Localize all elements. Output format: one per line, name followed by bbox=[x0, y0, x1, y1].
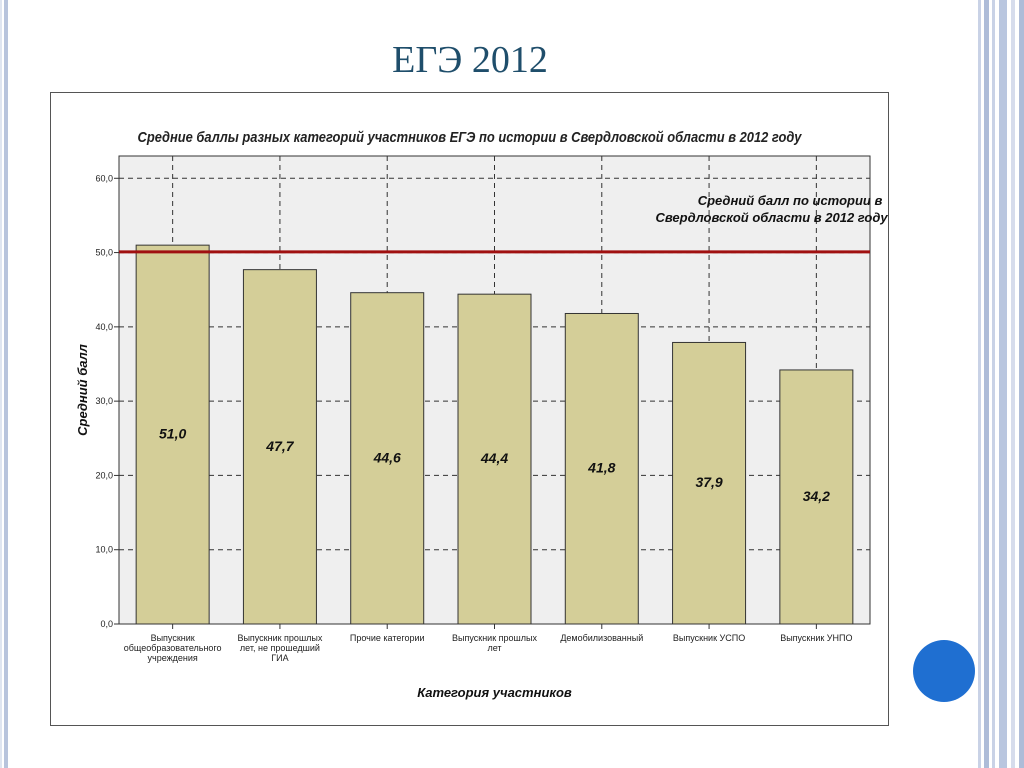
reference-line-label: Средний балл по истории в bbox=[698, 193, 883, 208]
bar bbox=[242, 269, 317, 625]
bar bbox=[457, 293, 532, 625]
bar-value-label: 47,7 bbox=[265, 438, 294, 454]
y-tick-label: 30,0 bbox=[95, 396, 113, 406]
x-tick-label: Выпускник УНПО bbox=[780, 633, 852, 643]
x-tick-label: Выпускник прошлых bbox=[237, 633, 322, 643]
slide-border-outer bbox=[0, 0, 2, 768]
decorative-stripes bbox=[974, 0, 1024, 768]
bar-value-label: 44,4 bbox=[480, 450, 508, 466]
x-tick-label: лет, не прошедший bbox=[240, 643, 320, 653]
y-tick-label: 50,0 bbox=[95, 248, 113, 258]
x-tick-label: Выпускник прошлых bbox=[452, 633, 537, 643]
bar bbox=[350, 292, 425, 625]
bar-value-label: 41,8 bbox=[587, 460, 615, 476]
reference-line-label: Свердловской области в 2012 году - 50,1 bbox=[656, 210, 888, 225]
bar-value-label: 51,0 bbox=[159, 426, 186, 442]
y-tick-label: 60,0 bbox=[95, 173, 113, 183]
x-tick-label: Прочие категории bbox=[350, 633, 425, 643]
x-tick-label: Демобилизованный bbox=[560, 633, 643, 643]
x-tick-label: лет bbox=[487, 643, 501, 653]
x-tick-label: Выпускник УСПО bbox=[673, 633, 745, 643]
x-tick-label: учреждения bbox=[148, 653, 198, 663]
bar-chart: 0,0 10,0 20,0 30,0 40,0 50,0 60,0 51,0 Выпускник… bbox=[75, 155, 888, 700]
bar-value-label: 44,6 bbox=[373, 449, 401, 465]
bar-value-label: 34,2 bbox=[803, 488, 830, 504]
chart-frame: Средние баллы разных категорий участнико… bbox=[50, 92, 889, 726]
chart-title: Средние баллы разных категорий участнико… bbox=[137, 129, 802, 146]
x-tick-label: Выпускник bbox=[151, 633, 195, 643]
bar-value-label: 37,9 bbox=[695, 474, 722, 490]
y-axis-label: Средний балл bbox=[75, 344, 90, 436]
y-tick-label: 40,0 bbox=[95, 322, 113, 332]
bar bbox=[779, 369, 854, 625]
y-tick-label: 10,0 bbox=[95, 545, 113, 555]
bar bbox=[564, 312, 639, 625]
slide-title: ЕГЭ 2012 bbox=[392, 39, 548, 81]
slide-border-left bbox=[4, 0, 8, 768]
decorative-circle bbox=[913, 640, 975, 702]
x-axis-label: Категория участников bbox=[417, 685, 572, 700]
x-tick-label: ГИА bbox=[271, 653, 288, 663]
y-tick-label: 20,0 bbox=[95, 470, 113, 480]
x-tick-label: общеобразовательного bbox=[124, 643, 222, 653]
y-tick-label: 0,0 bbox=[100, 619, 113, 629]
bar bbox=[135, 244, 210, 625]
